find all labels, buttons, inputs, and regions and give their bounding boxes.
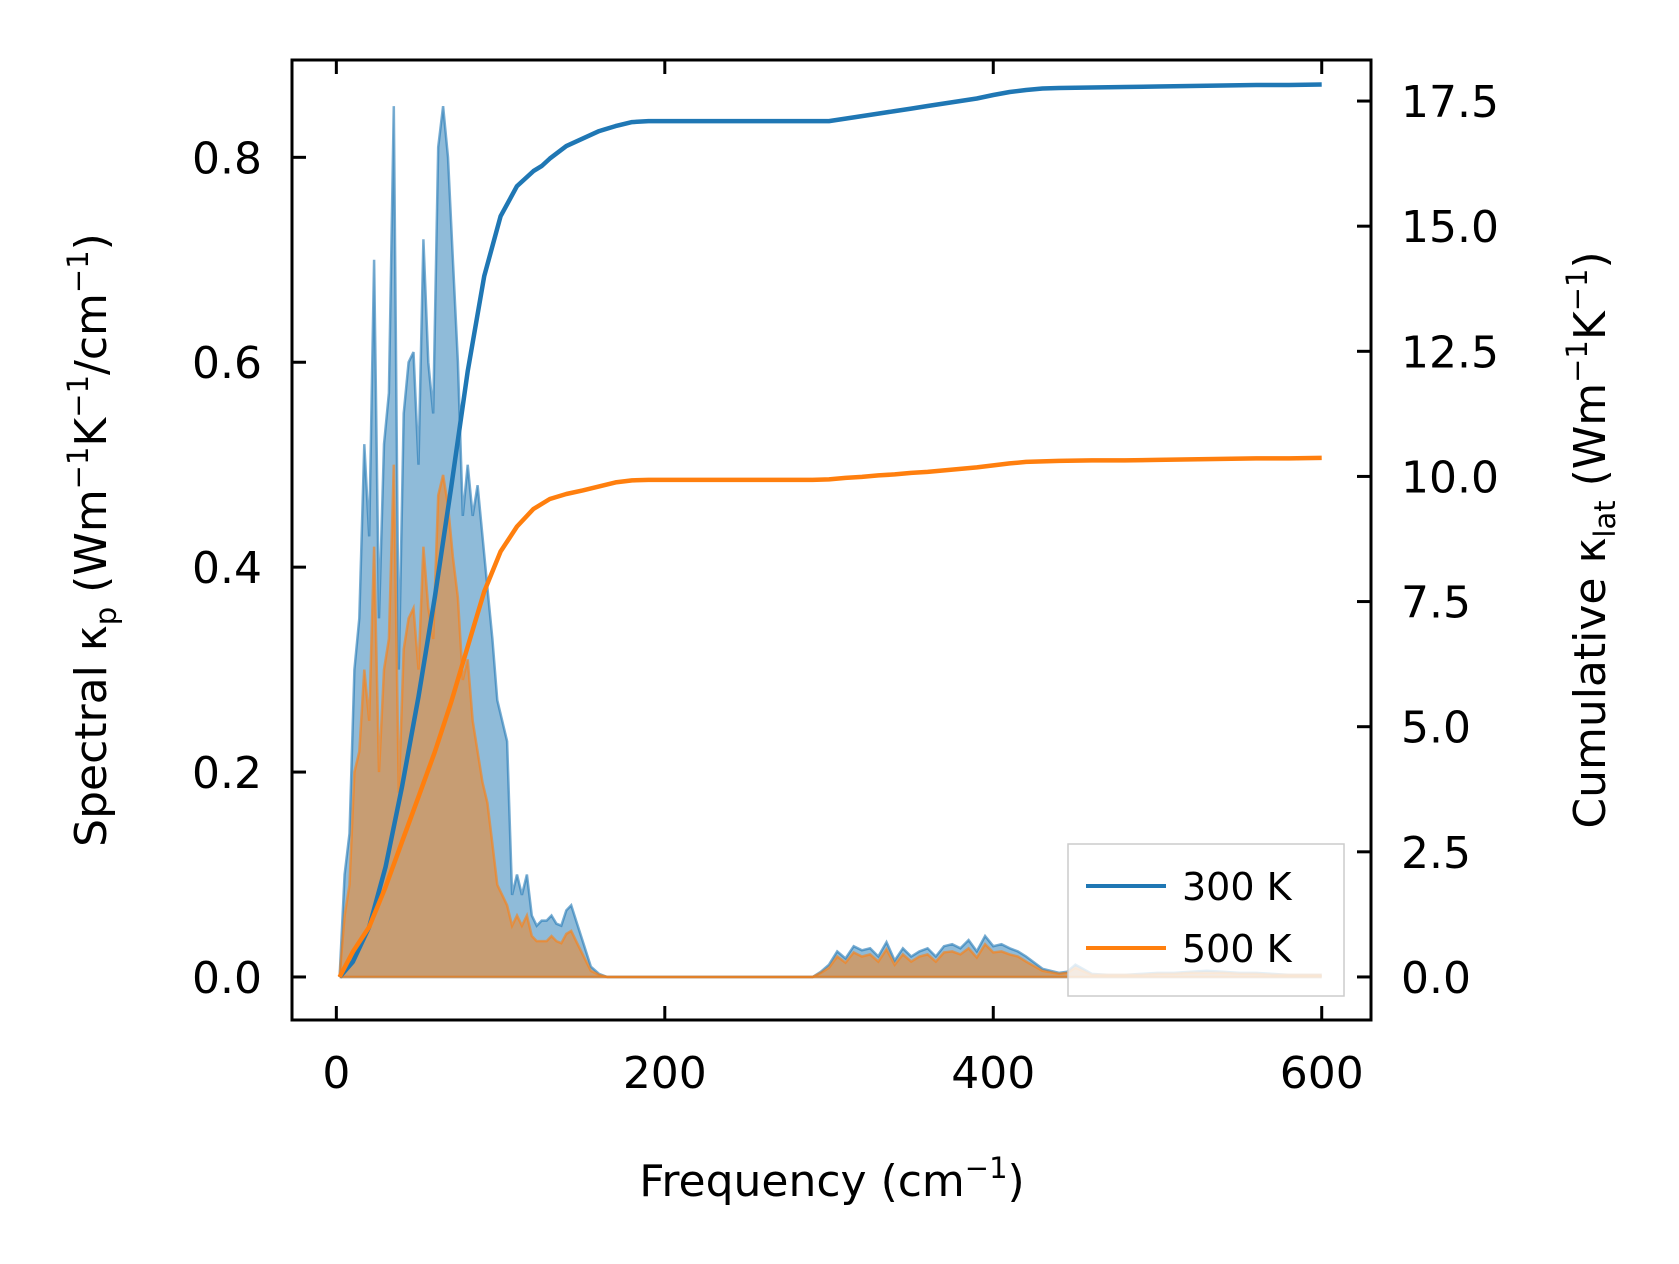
y-right-tick-label: 7.5 — [1401, 578, 1471, 629]
y-right-tick-label: 10.0 — [1401, 452, 1499, 503]
legend-box — [1067, 843, 1345, 997]
y-axis-left-title: Spectral κp (Wm−1K−1/cm−1) — [61, 233, 123, 847]
cumulative-line-300k — [337, 82, 1322, 979]
axis-ticks: 0 200 400 600 0.0 0.2 0.4 0.6 0.8 0.0 2.5 5.0 7.5 10.… — [192, 60, 1499, 1099]
y-left-tick-label: 0.0 — [192, 953, 262, 1004]
y-left-tick-label: 0.6 — [192, 338, 262, 389]
cumulative-line-500k — [337, 455, 1322, 979]
x-tick-label: 400 — [951, 1048, 1035, 1099]
x-tick-label: 0 — [322, 1048, 350, 1099]
y-left-tick-label: 0.2 — [192, 748, 262, 799]
y-right-tick-label: 15.0 — [1401, 202, 1499, 253]
legend: 300 K 500 K — [1067, 843, 1345, 997]
cumulative-lines — [337, 82, 1322, 979]
y-right-tick-label: 5.0 — [1401, 703, 1471, 754]
y-right-tick-label: 0.0 — [1401, 953, 1471, 1004]
plot-frame — [290, 58, 1373, 1022]
y-right-tick-label: 17.5 — [1401, 77, 1499, 128]
y-right-tick-label: 12.5 — [1401, 327, 1499, 378]
legend-label-300k: 300 K — [1182, 865, 1293, 909]
y-axis-right-title: Cumulative κlat (Wm−1K−1) — [1560, 251, 1622, 828]
legend-label-500k: 500 K — [1182, 927, 1293, 971]
y-left-tick-label: 0.4 — [192, 543, 262, 594]
y-right-tick-label: 2.5 — [1401, 828, 1471, 879]
x-axis-title: Frequency (cm−1) — [639, 1151, 1024, 1207]
x-tick-label: 200 — [623, 1048, 707, 1099]
y-left-tick-label: 0.8 — [192, 133, 262, 184]
x-tick-label: 600 — [1280, 1048, 1364, 1099]
